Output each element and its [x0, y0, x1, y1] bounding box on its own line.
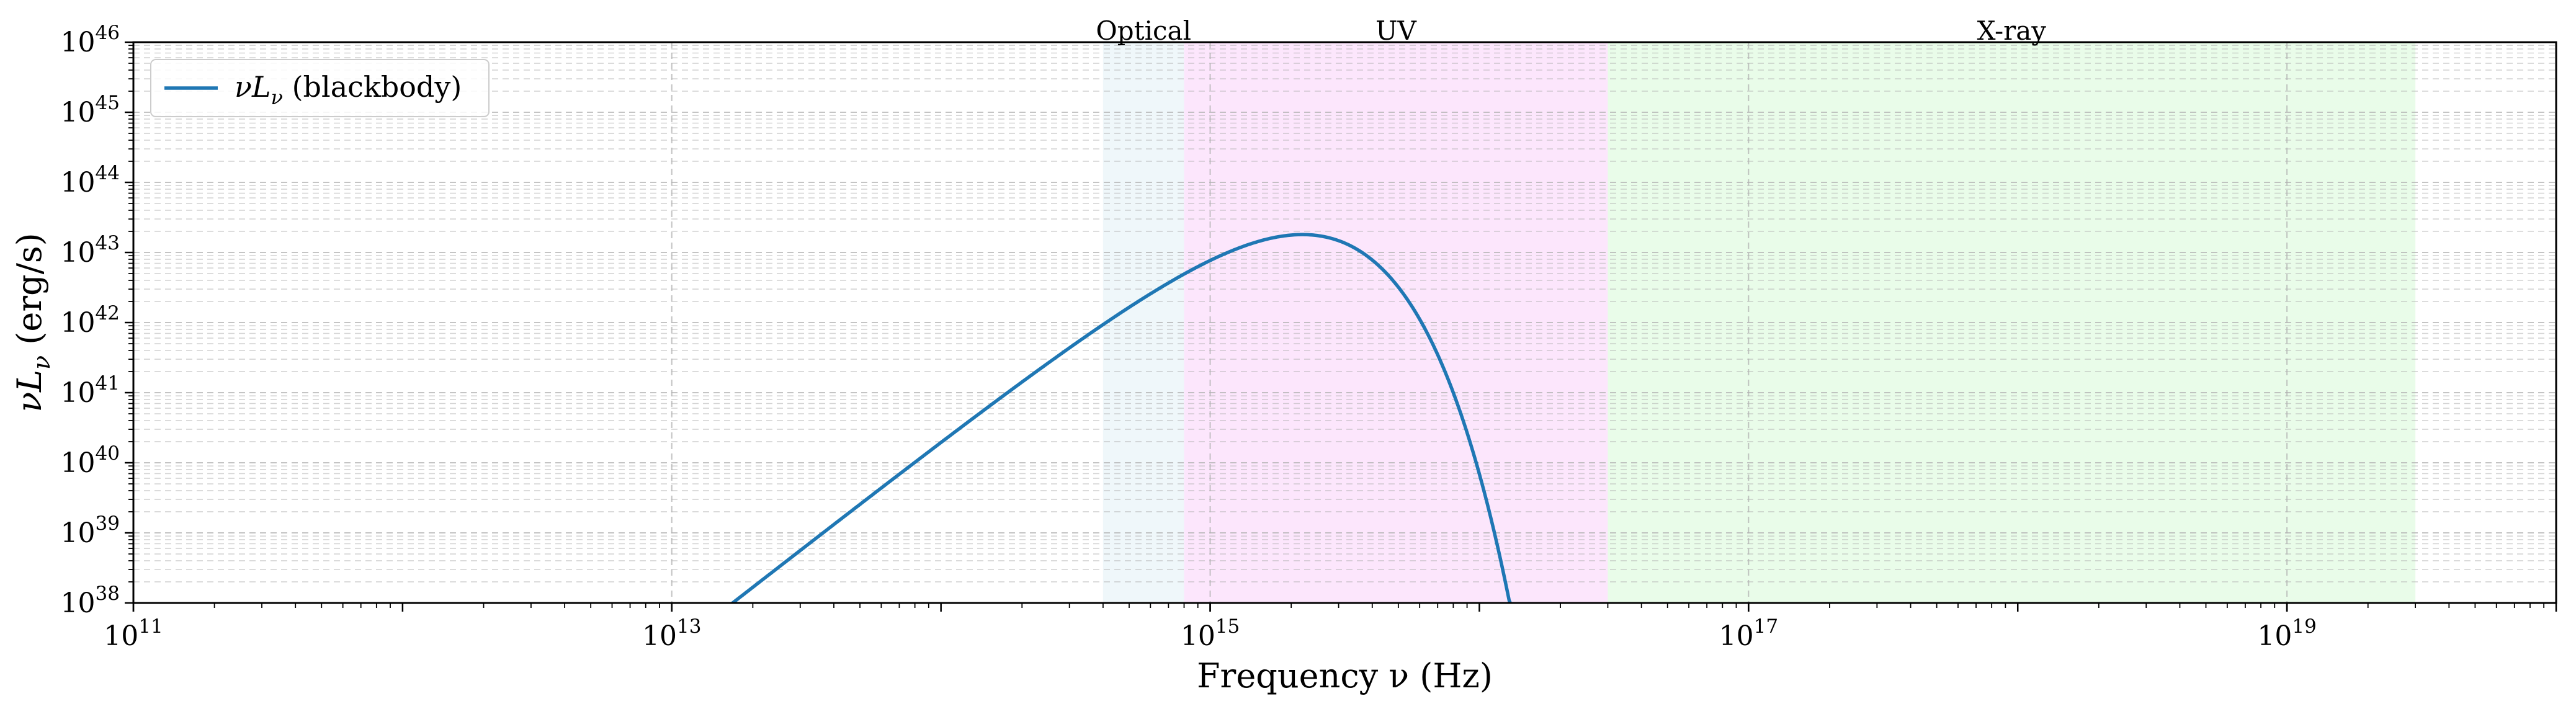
band-label-optical: Optical	[1096, 16, 1191, 46]
y-axis-label: νLν (erg/s)	[10, 233, 55, 412]
grid	[133, 42, 2556, 603]
y-tick-label: 1045	[61, 92, 120, 128]
x-tick-label: 1015	[1181, 615, 1240, 652]
band-label-uv: UV	[1375, 16, 1416, 46]
x-tick-label: 1011	[104, 615, 163, 652]
y-tick-label: 1041	[61, 372, 120, 409]
x-tick-label: 1013	[642, 615, 701, 652]
series-curve-layer	[731, 233, 1513, 603]
x-tick-label: 1019	[2257, 615, 2316, 652]
band-label-x-ray: X-ray	[1977, 16, 2047, 46]
band-labels: Optical UV X-ray	[1096, 16, 2046, 46]
legend-box	[150, 59, 490, 117]
y-tick-label: 1039	[61, 512, 120, 549]
x-tick-label: 1017	[1719, 615, 1778, 652]
y-tick-label: 1042	[61, 302, 120, 339]
legend-label-blackbody: νLν (blackbody)	[235, 70, 462, 109]
series-line-blackbody	[731, 233, 1513, 603]
y-tick-label: 1046	[61, 22, 120, 58]
band-uv	[1184, 42, 1608, 603]
axis-titles: Frequency ν (Hz) νLν (erg/s)	[10, 233, 1493, 695]
y-tick-label: 1040	[61, 442, 120, 479]
y-tick-label: 1044	[61, 162, 120, 199]
legend: νLν (blackbody)	[150, 59, 490, 117]
axis-ticks: 1011 1013 1015 1017 1019 1038 1039 1040 1041 1042…	[61, 22, 2557, 652]
y-tick-label: 1038	[61, 582, 120, 619]
y-tick-label: 1043	[61, 232, 120, 269]
x-axis-label: Frequency ν (Hz)	[1197, 656, 1493, 695]
